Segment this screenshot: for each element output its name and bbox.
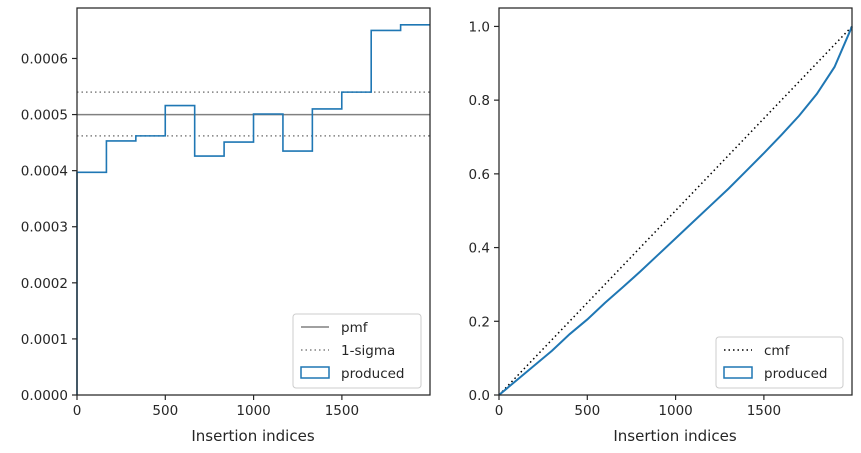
right-produced-line: [498, 26, 853, 396]
right-legend: cmf produced: [715, 336, 844, 389]
left-y-tick-label: 0.0003: [21, 220, 68, 236]
right-x-tick-label: 500: [574, 403, 600, 419]
legend-produced-swatch-right: [723, 366, 753, 379]
left-x-tick-label: 500: [152, 403, 178, 419]
right-y-tick-label: 0.0: [469, 388, 490, 404]
left-legend: pmf 1-sigma produced: [292, 313, 422, 389]
left-y-tick-label: 0.0002: [21, 276, 68, 292]
left-x-tick-label: 1000: [236, 403, 270, 419]
left-x-tick-label: 0: [73, 403, 82, 419]
left-produced-step: [76, 24, 430, 395]
right-y-tick-label: 0.8: [469, 93, 490, 109]
right-x-tick-label: 1500: [747, 403, 781, 419]
right-x-axis-label: Insertion indices: [613, 427, 736, 445]
left-y-tick-label: 0.0006: [21, 51, 68, 67]
legend-produced-label: produced: [341, 366, 405, 382]
left-x-axis-label: Insertion indices: [191, 427, 314, 445]
legend-1sigma-label: 1-sigma: [341, 343, 395, 359]
right-y-tick-label: 0.6: [469, 167, 490, 183]
right-x-tick-label: 1000: [658, 403, 692, 419]
legend-produced-label-right: produced: [764, 366, 828, 382]
legend-produced-swatch: [300, 366, 330, 379]
right-plot-area: [499, 8, 852, 395]
left-chart: 0 500 1000 1500 0.0000 0.0001 0.0002 0.0003 0.00…: [21, 7, 431, 445]
left-x-tick-label: 1500: [325, 403, 359, 419]
right-x-tick-label: 0: [495, 403, 504, 419]
left-y-tick-label: 0.0000: [21, 388, 68, 404]
left-legend-box: [292, 313, 422, 389]
left-y-tick-label: 0.0001: [21, 332, 68, 348]
legend-cmf-label: cmf: [764, 343, 791, 359]
right-y-tick-label: 1.0: [469, 19, 490, 35]
left-y-tick-label: 0.0005: [21, 108, 68, 124]
right-y-tick-label: 0.2: [469, 314, 490, 330]
left-y-tick-label: 0.0004: [21, 164, 68, 180]
right-y-tick-label: 0.4: [469, 241, 490, 257]
right-chart: 0 500 1000 1500 0.0 0.2 0.4 0.6 0.8 1.0 Insertion…: [469, 7, 853, 445]
legend-pmf-label: pmf: [341, 320, 369, 336]
